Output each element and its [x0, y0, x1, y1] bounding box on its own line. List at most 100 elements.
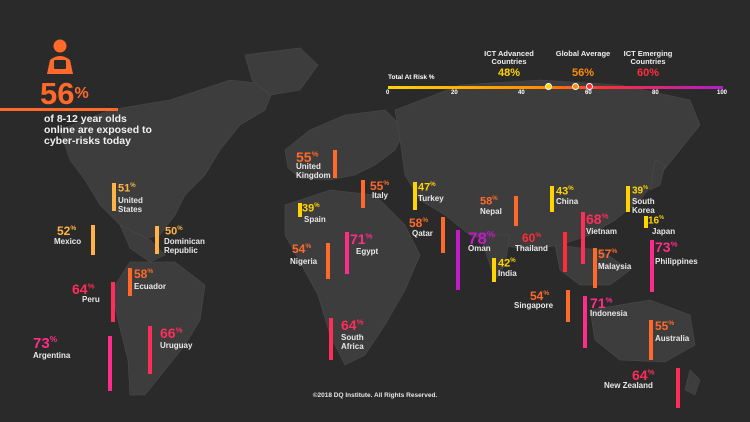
value-malaysia: 57% — [598, 247, 618, 261]
central-america-shape — [119, 224, 166, 263]
label-qatar: Qatar — [412, 229, 433, 238]
label-india: India — [498, 269, 517, 278]
new-zealand-shape — [684, 369, 701, 396]
bar-egypt — [345, 232, 349, 274]
bar-mexico — [91, 225, 95, 255]
label-indonesia: Indonesia — [590, 309, 628, 318]
label-italy: Italy — [372, 191, 389, 200]
value-spain: 39% — [302, 202, 320, 215]
bar-argentina — [108, 336, 112, 391]
value-japan: 16% — [648, 215, 665, 227]
scale-marker-value: 60% — [636, 67, 660, 79]
value-nigeria: 54% — [292, 242, 312, 256]
bar-south-korea — [626, 186, 630, 212]
value-italy: 55% — [370, 179, 390, 193]
label-peru: Peru — [82, 295, 100, 304]
scale-marker-label: ICT Advanced Countries — [484, 49, 534, 66]
bar-oman — [456, 230, 460, 290]
scale-marker-label: ICT Emerging Countries — [623, 49, 673, 66]
label-united-kingdom: United Kingdom — [296, 162, 331, 180]
label-spain: Spain — [304, 215, 326, 224]
bar-vietnam — [581, 212, 585, 264]
label-south-korea: South Korea — [632, 197, 655, 215]
value-vietnam: 68% — [586, 211, 609, 227]
value-qatar: 58% — [409, 216, 429, 230]
bar-singapore — [566, 290, 570, 322]
value-ecuador: 58% — [134, 267, 154, 281]
bar-japan — [644, 216, 648, 228]
scale-marker — [572, 83, 580, 90]
label-dominican-republic: Dominican Republic — [164, 237, 205, 255]
label-philippines: Philippines — [655, 257, 698, 266]
label-united-states: United States — [118, 196, 143, 214]
value-oman: 78% — [468, 229, 496, 248]
bar-spain — [298, 203, 302, 217]
label-south-africa: South Africa — [341, 333, 364, 351]
bar-nepal — [514, 196, 518, 226]
bar-peru — [111, 282, 115, 322]
value-nepal: 58% — [480, 195, 498, 208]
label-oman: Oman — [468, 244, 491, 253]
scale-marker-value: 56% — [571, 67, 595, 79]
label-uruguay: Uruguay — [160, 341, 193, 350]
label-thailand: Thailand — [515, 244, 548, 253]
japan-shape — [649, 159, 666, 191]
footer-copyright: ©2018 DQ Institute. All Rights Reserved. — [312, 392, 438, 399]
bar-qatar — [441, 217, 445, 253]
value-philippines: 73% — [655, 239, 678, 255]
scale-tick: 40 — [518, 90, 525, 96]
scale-marker — [585, 83, 593, 90]
value-argentina: 73% — [33, 335, 58, 352]
label-singapore: Singapore — [514, 301, 554, 310]
bar-philippines — [650, 240, 654, 292]
value-dominican-republic: 50% — [165, 225, 183, 238]
bar-new-zealand — [676, 368, 680, 408]
label-mexico: Mexico — [54, 237, 82, 246]
value-australia: 55% — [655, 319, 675, 333]
bar-turkey — [413, 182, 417, 210]
scale-title: Total At Risk % — [388, 74, 435, 81]
scale-tick: 0 — [386, 90, 390, 96]
australia-shape — [589, 299, 696, 363]
value-united-kingdom: 55% — [296, 149, 319, 165]
value-turkey: 47% — [418, 181, 436, 194]
value-india: 42% — [498, 257, 516, 270]
value-south-africa: 64% — [341, 317, 364, 333]
scale-tick: 60 — [585, 90, 592, 96]
headline-description: of 8-12 year olds online are exposed to … — [44, 113, 152, 147]
value-uruguay: 66% — [160, 325, 183, 341]
bar-ecuador — [128, 268, 132, 296]
label-nepal: Nepal — [480, 207, 502, 216]
greenland-shape — [244, 47, 319, 96]
bar-nigeria — [326, 243, 330, 279]
label-china: China — [556, 197, 579, 206]
bar-united-states — [112, 183, 116, 211]
label-turkey: Turkey — [418, 194, 444, 203]
value-peru: 64% — [72, 281, 95, 297]
child-icon — [47, 39, 73, 74]
bar-australia — [649, 320, 653, 360]
value-new-zealand: 64% — [632, 367, 655, 383]
label-new-zealand: New Zealand — [604, 381, 653, 390]
label-japan: Japan — [652, 227, 676, 236]
bar-uruguay — [148, 326, 152, 374]
label-nigeria: Nigeria — [290, 257, 318, 266]
europe-shape — [284, 109, 406, 181]
bar-china — [550, 186, 554, 212]
bar-united-kingdom — [333, 150, 337, 178]
label-argentina: Argentina — [33, 351, 71, 360]
value-mexico: 52% — [57, 224, 77, 238]
value-egypt: 71% — [350, 231, 373, 247]
bar-dominican-republic — [155, 226, 159, 254]
value-china: 43% — [556, 185, 574, 198]
bar-indonesia — [583, 296, 587, 348]
label-egypt: Egypt — [356, 247, 379, 256]
southeast-asia-shape — [554, 244, 631, 286]
value-united-states: 51% — [118, 182, 136, 195]
scale-marker-label: Global Average — [555, 49, 611, 58]
scale-tick: 20 — [451, 90, 458, 96]
label-malaysia: Malaysia — [598, 262, 632, 271]
label-australia: Australia — [655, 334, 690, 343]
value-indonesia: 71% — [590, 295, 613, 311]
